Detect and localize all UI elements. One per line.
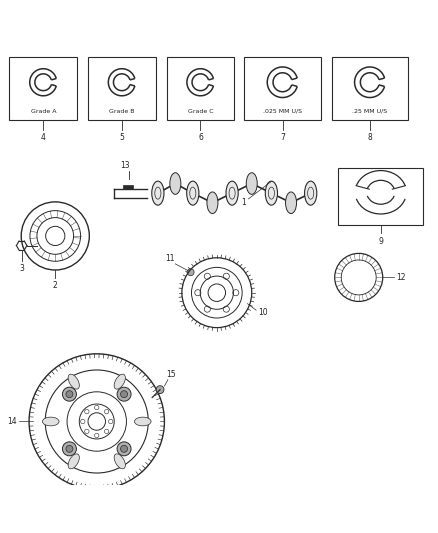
Bar	[332, 57, 408, 120]
Text: 8: 8	[367, 133, 372, 142]
Ellipse shape	[134, 417, 151, 426]
Text: 2: 2	[53, 281, 58, 290]
Circle shape	[104, 409, 109, 414]
Text: 15: 15	[166, 370, 176, 379]
Text: 12: 12	[396, 273, 405, 282]
Ellipse shape	[187, 181, 199, 205]
Ellipse shape	[246, 173, 257, 195]
Text: 6: 6	[198, 133, 203, 142]
Ellipse shape	[286, 192, 297, 214]
Text: 5: 5	[120, 133, 124, 142]
Ellipse shape	[68, 374, 79, 389]
Ellipse shape	[68, 454, 79, 469]
Bar	[88, 57, 155, 120]
Circle shape	[195, 289, 201, 296]
Ellipse shape	[304, 181, 317, 205]
Circle shape	[204, 306, 210, 312]
Text: 4: 4	[41, 133, 46, 142]
Ellipse shape	[114, 374, 125, 389]
Text: .025 MM U/S: .025 MM U/S	[263, 109, 302, 114]
Circle shape	[63, 387, 76, 401]
Bar	[244, 57, 321, 120]
Text: Grade A: Grade A	[31, 109, 56, 114]
Text: 11: 11	[166, 254, 175, 263]
Circle shape	[95, 405, 99, 410]
Circle shape	[66, 391, 73, 398]
Ellipse shape	[207, 192, 218, 214]
Text: 7: 7	[280, 133, 285, 142]
Circle shape	[95, 433, 99, 438]
Circle shape	[63, 442, 76, 456]
Circle shape	[187, 269, 194, 276]
Text: 13: 13	[120, 161, 130, 171]
Circle shape	[109, 419, 113, 424]
Circle shape	[204, 273, 210, 279]
Circle shape	[66, 446, 73, 453]
Text: 3: 3	[19, 264, 24, 273]
Circle shape	[156, 386, 164, 393]
Circle shape	[85, 409, 89, 414]
Text: Grade C: Grade C	[187, 109, 213, 114]
Text: Grade B: Grade B	[109, 109, 134, 114]
Bar	[338, 168, 424, 225]
Text: 9: 9	[378, 237, 383, 246]
Circle shape	[120, 446, 127, 453]
Circle shape	[117, 387, 131, 401]
Bar	[10, 57, 77, 120]
Circle shape	[233, 289, 239, 296]
Ellipse shape	[114, 454, 125, 469]
Ellipse shape	[152, 181, 164, 205]
Circle shape	[223, 273, 230, 279]
Text: 14: 14	[7, 417, 17, 426]
Circle shape	[223, 306, 230, 312]
Text: .25 MM U/S: .25 MM U/S	[352, 109, 388, 114]
Bar	[166, 57, 234, 120]
Circle shape	[117, 442, 131, 456]
Ellipse shape	[170, 173, 181, 195]
Text: 1: 1	[241, 181, 272, 207]
Text: 10: 10	[258, 308, 268, 317]
Circle shape	[85, 429, 89, 433]
Ellipse shape	[42, 417, 59, 426]
Circle shape	[81, 419, 85, 424]
Circle shape	[104, 429, 109, 433]
Bar	[123, 185, 133, 189]
Circle shape	[120, 391, 127, 398]
Ellipse shape	[226, 181, 238, 205]
Ellipse shape	[265, 181, 278, 205]
